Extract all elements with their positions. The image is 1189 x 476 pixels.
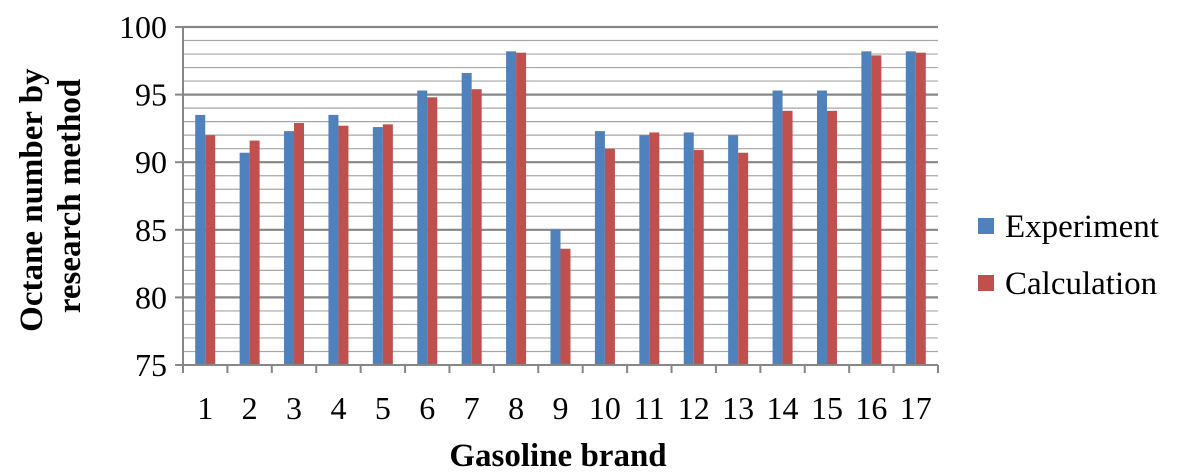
axes — [175, 26, 939, 373]
y-tick-label: 90 — [135, 144, 167, 180]
bar-experiment-17 — [905, 51, 916, 365]
bar-experiment-11 — [639, 135, 650, 365]
bar-calculation-16 — [871, 55, 882, 365]
x-tick-label: 11 — [634, 390, 665, 426]
bars — [195, 51, 926, 366]
x-tick-label: 8 — [508, 390, 524, 426]
x-tick-label: 9 — [553, 390, 569, 426]
bar-calculation-5 — [382, 124, 393, 366]
bar-experiment-8 — [506, 51, 517, 365]
bar-experiment-9 — [550, 229, 561, 365]
x-tick-label: 4 — [330, 390, 346, 426]
x-tick-label: 14 — [767, 390, 799, 426]
x-tick-label: 17 — [900, 390, 932, 426]
bar-experiment-4 — [328, 114, 339, 365]
y-axis-title: Octane number by research method — [14, 60, 88, 332]
bar-experiment-2 — [239, 152, 250, 365]
y-tick-label: 80 — [135, 279, 167, 315]
bar-experiment-12 — [683, 132, 694, 365]
bar-calculation-6 — [427, 97, 438, 365]
bar-experiment-16 — [861, 51, 872, 365]
bar-calculation-4 — [338, 125, 349, 365]
x-tick-label: 1 — [197, 390, 213, 426]
bar-calculation-14 — [782, 110, 793, 365]
bar-calculation-17 — [915, 52, 926, 366]
x-tick-label: 10 — [589, 390, 621, 426]
bar-experiment-15 — [816, 90, 827, 365]
y-axis-title-line-1: Octane number by — [14, 68, 50, 332]
legend-label-calculation: Calculation — [1005, 266, 1157, 302]
x-tick-label: 12 — [678, 390, 710, 426]
x-tick-label: 5 — [375, 390, 391, 426]
x-tick-label: 13 — [722, 390, 754, 426]
y-tick-label: 75 — [135, 347, 167, 383]
bar-calculation-10 — [604, 148, 615, 365]
bar-calculation-8 — [516, 52, 527, 366]
legend-swatch-calculation — [978, 275, 994, 291]
y-axis-title-line-2: research method — [52, 79, 88, 313]
x-tick-label: 15 — [811, 390, 843, 426]
bar-experiment-1 — [195, 114, 206, 365]
bar-experiment-3 — [284, 131, 295, 365]
bar-experiment-5 — [372, 127, 383, 365]
bar-calculation-3 — [294, 122, 305, 365]
legend-swatch-experiment — [978, 218, 994, 234]
x-axis-title: Gasoline brand — [449, 438, 666, 474]
y-tick-label: 85 — [135, 212, 167, 248]
bar-calculation-13 — [738, 152, 749, 365]
bar-calculation-7 — [471, 89, 482, 365]
y-tick-label: 95 — [135, 77, 167, 113]
bar-calculation-15 — [826, 110, 837, 365]
x-tick-label: 16 — [855, 390, 887, 426]
bar-calculation-1 — [205, 135, 216, 365]
bar-calculation-9 — [560, 248, 571, 365]
x-tick-label: 3 — [286, 390, 302, 426]
x-tick-label: 2 — [242, 390, 258, 426]
bar-experiment-13 — [728, 135, 739, 365]
bar-experiment-7 — [461, 72, 472, 365]
x-tick-label: 6 — [419, 390, 435, 426]
bar-experiment-10 — [594, 131, 605, 365]
x-tick-labels: 1 2 3 4 5 6 7 8 9 10 11 12 13 14 15 16 17 — [197, 390, 932, 426]
y-tick-label: 100 — [119, 9, 167, 45]
x-tick-label: 7 — [464, 390, 480, 426]
bar-calculation-11 — [649, 132, 660, 365]
y-tick-labels: 75 80 85 90 95 100 — [119, 9, 167, 383]
bar-calculation-12 — [693, 150, 704, 365]
bar-experiment-14 — [772, 90, 783, 365]
legend: Experiment Calculation — [978, 209, 1159, 302]
bar-experiment-6 — [417, 90, 428, 365]
bar-calculation-2 — [249, 140, 260, 365]
legend-label-experiment: Experiment — [1005, 209, 1159, 245]
